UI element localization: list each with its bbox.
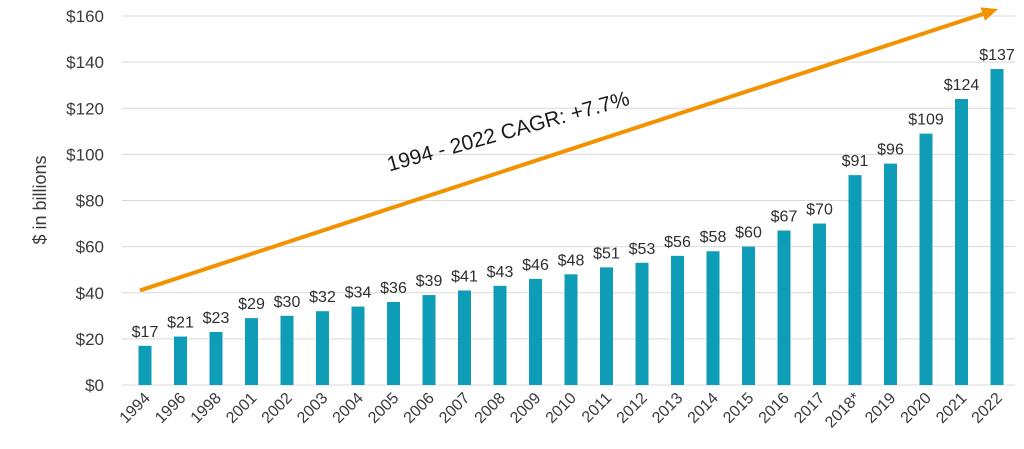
bar [671, 255, 684, 385]
data-label: $56 [664, 234, 691, 251]
data-label: $39 [416, 273, 443, 290]
data-label: $48 [558, 252, 585, 269]
x-tick-label: 1998 [188, 390, 225, 427]
y-tick-label: $20 [76, 330, 104, 349]
bars [138, 69, 1004, 386]
data-label: $30 [274, 294, 301, 311]
bar [777, 230, 791, 385]
bar [884, 163, 897, 385]
y-axis-ticks: $0 $20 $40 $60 $80 $100 $120 $140 $160 [66, 7, 104, 395]
data-label: $23 [203, 310, 230, 327]
bar [280, 315, 294, 385]
data-label: $41 [451, 268, 478, 285]
data-label: $58 [700, 229, 727, 246]
y-axis-title: $ in billions [30, 155, 50, 244]
bar [493, 285, 507, 385]
x-tick-label: 2020 [898, 390, 935, 427]
x-tick-label: 2003 [294, 390, 331, 427]
x-tick-label: 2007 [436, 390, 473, 427]
bar [387, 301, 400, 385]
bar [174, 336, 187, 385]
x-tick-label: 2006 [401, 390, 438, 427]
data-labels: $17 $21 $23 $29 $30 $32 $34 $36 $39 $41 $43 $46 $48 $… [132, 47, 1015, 341]
bar [564, 274, 578, 385]
bar [990, 69, 1004, 385]
y-tick-label: $80 [76, 192, 104, 211]
y-tick-label: $60 [76, 238, 104, 257]
x-tick-label: 2018* [822, 390, 864, 432]
x-tick-label: 2022 [969, 390, 1006, 427]
bar [742, 246, 755, 385]
x-tick-label: 2009 [507, 390, 544, 427]
data-label: $34 [345, 285, 372, 302]
x-tick-label: 2012 [614, 390, 651, 427]
x-tick-label: 2005 [365, 390, 402, 427]
bar [813, 223, 826, 385]
data-label: $29 [238, 296, 265, 313]
x-tick-label: 2002 [259, 390, 296, 427]
bar [351, 306, 365, 385]
x-tick-label: 2016 [756, 390, 793, 427]
bar [316, 311, 329, 385]
data-label: $36 [380, 280, 407, 297]
y-tick-label: $100 [66, 145, 104, 164]
data-label: $17 [132, 324, 159, 341]
x-tick-label: 1996 [152, 390, 189, 427]
bar [245, 318, 258, 385]
data-label: $51 [593, 245, 620, 262]
data-label: $67 [771, 208, 798, 225]
y-tick-label: $40 [76, 284, 104, 303]
data-label: $91 [842, 153, 869, 170]
bar [600, 267, 613, 385]
cagr-arrow-head [980, 7, 998, 21]
data-label: $21 [167, 315, 194, 332]
x-tick-label: 2004 [330, 390, 367, 427]
bar [635, 262, 649, 385]
data-label: $137 [979, 47, 1015, 64]
bar [209, 331, 223, 385]
data-label: $96 [877, 142, 904, 159]
data-label: $46 [522, 257, 549, 274]
bar [848, 175, 862, 385]
x-axis-ticks: 1994199619982001200220032004200520062007… [117, 390, 1006, 432]
x-tick-label: 2010 [543, 390, 580, 427]
x-tick-label: 1994 [117, 390, 154, 427]
bar [458, 290, 471, 385]
cagr-arrow-line [139, 12, 984, 293]
cagr-arrow-group [139, 7, 998, 293]
x-tick-label: 2019 [862, 390, 899, 427]
x-tick-label: 2021 [933, 390, 970, 427]
x-tick-label: 2017 [791, 390, 828, 427]
data-label: $70 [806, 202, 833, 219]
data-label: $60 [735, 225, 762, 242]
bar [422, 295, 436, 385]
bar [919, 133, 933, 385]
bar [955, 99, 968, 386]
x-tick-label: 2008 [472, 390, 509, 427]
data-label: $53 [629, 241, 656, 258]
x-tick-label: 2011 [579, 390, 615, 426]
bar [529, 278, 542, 385]
y-tick-label: $0 [85, 376, 104, 395]
y-tick-label: $120 [66, 99, 104, 118]
x-tick-label: 2013 [649, 390, 686, 427]
x-tick-label: 2001 [223, 390, 260, 427]
data-label: $109 [908, 112, 944, 129]
x-tick-label: 2015 [720, 390, 757, 427]
data-label: $32 [309, 289, 336, 306]
bar [706, 251, 720, 385]
data-label: $43 [487, 264, 514, 281]
cagr-annotation: 1994 - 2022 CAGR: +7.7% [385, 87, 632, 176]
data-label: $124 [944, 77, 980, 94]
x-tick-label: 2014 [685, 390, 722, 427]
y-tick-label: $160 [66, 7, 104, 26]
y-tick-label: $140 [66, 53, 104, 72]
bar [138, 345, 152, 385]
